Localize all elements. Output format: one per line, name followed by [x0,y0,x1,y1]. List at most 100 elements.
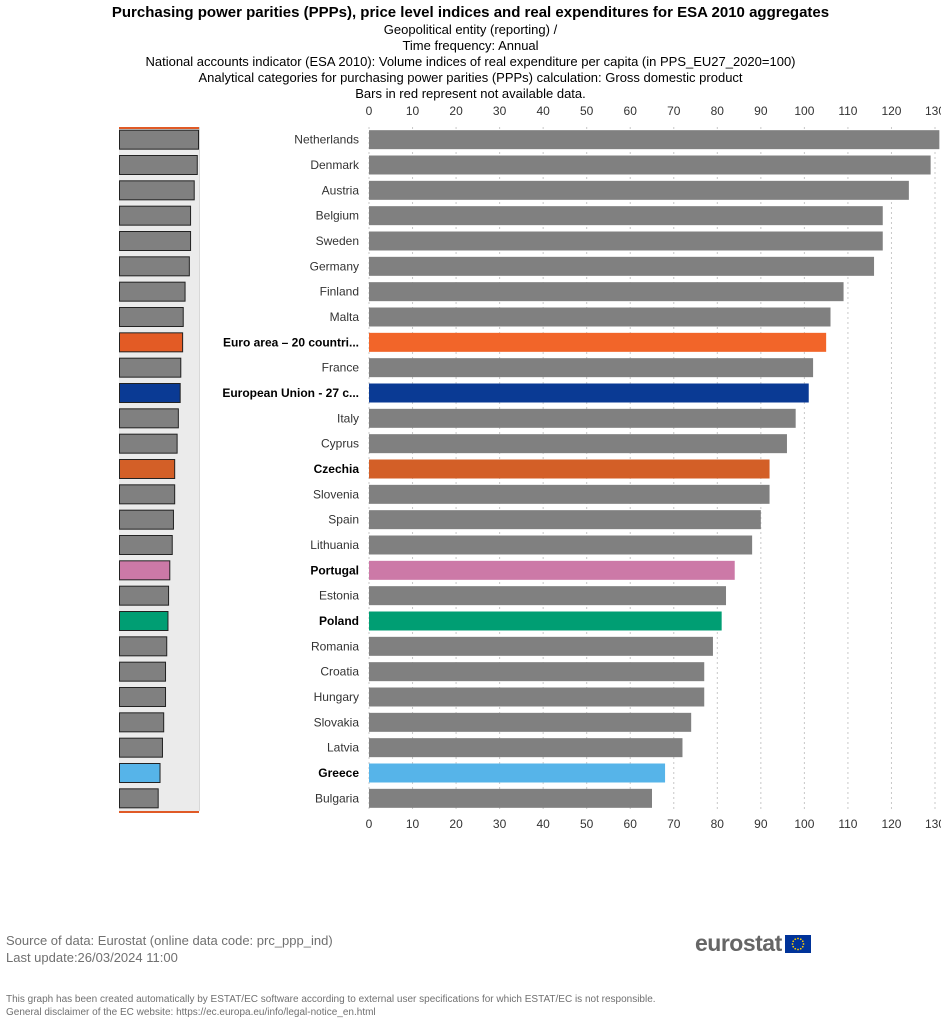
bar-bulgaria [369,788,652,808]
bar-denmark [369,155,931,175]
chart-subtitle-note: Bars in red represent not available data… [355,86,586,101]
x-tick-top-70: 70 [667,104,681,118]
label-spain: Spain [328,513,359,527]
source-note: Source of data: Eurostat (online data co… [6,933,333,948]
bar-portugal [369,560,735,580]
chart-subtitle-indicator: National accounts indicator (ESA 2010): … [145,54,796,69]
overview-bar-romania [119,636,168,657]
label-estonia: Estonia [319,589,359,603]
label-belgium: Belgium [316,209,359,223]
overview-bar-belgium [119,205,192,226]
x-axis-top: 0 10 20 30 40 50 60 70 80 90 100 110 120 130 [366,104,941,118]
bar-euro-area-20-countri [369,332,827,352]
overview-bar-croatia [119,661,167,682]
bar-hungary [369,687,705,707]
label-malta: Malta [330,310,360,324]
bar-malta [369,307,831,327]
x-tick-top-80: 80 [711,104,725,118]
label-hungary: Hungary [314,690,359,704]
label-france: France [322,361,360,375]
label-finland: Finland [320,285,359,299]
bar-netherlands [369,130,940,150]
x-tick-bottom-80: 80 [711,817,725,830]
overview-bar-european-union-27-c [119,383,181,403]
x-tick-bottom-130: 130 [925,817,941,830]
overview-handle-top [119,127,199,129]
bar-belgium [369,206,883,226]
overview-bar-italy [119,408,179,429]
label-bulgaria: Bulgaria [315,791,359,805]
x-tick-top-40: 40 [536,104,550,118]
overview-bar-euro-area-20-countri [119,332,184,353]
bar-romania [369,636,713,656]
bar-cyprus [369,434,787,454]
bar-estonia [369,586,727,606]
overview-bar-france [119,357,182,378]
bar-italy [369,408,796,428]
bar-slovakia [369,712,692,732]
overview-bar-latvia [119,737,163,758]
bar-poland [369,611,722,631]
x-tick-bottom-30: 30 [493,817,507,830]
bar-spain [369,510,761,530]
x-tick-top-50: 50 [580,104,594,118]
x-tick-bottom-110: 110 [838,817,857,830]
x-tick-top-110: 110 [838,104,857,118]
bar-croatia [369,662,705,682]
overview-bar-austria [119,180,195,201]
label-austria: Austria [322,183,360,197]
bar-czechia [369,459,770,479]
x-tick-bottom-50: 50 [580,817,594,830]
label-denmark: Denmark [310,158,360,172]
last-update-note: Last update:26/03/2024 11:00 [6,950,178,965]
bar-finland [369,282,844,302]
x-tick-bottom-90: 90 [754,817,768,830]
overview-bar-finland [119,281,186,302]
x-tick-bottom-70: 70 [667,817,681,830]
disclaimer-software: This graph has been created automaticall… [6,994,656,1005]
eurostat-logo-text: eurostat [695,930,782,956]
bar-latvia [369,738,683,758]
overview-bar-germany [119,256,190,277]
x-tick-top-120: 120 [881,104,901,118]
bar-european-union-27-c [369,383,809,403]
bar-sweden [369,231,883,251]
overview-bar-netherlands [119,129,199,150]
x-tick-top-90: 90 [754,104,768,118]
bar-greece [369,763,666,783]
bar-lithuania [369,535,753,555]
overview-border [199,127,200,811]
label-germany: Germany [310,259,359,273]
bar-slovenia [369,484,770,504]
label-slovenia: Slovenia [313,487,359,501]
overview-navigator[interactable] [119,127,200,813]
x-tick-bottom-100: 100 [794,817,814,830]
overview-bar-slovenia [119,484,176,505]
chart-title: Purchasing power parities (PPPs), price … [111,4,830,21]
label-euro-area-20-countri: Euro area – 20 countri... [223,335,359,349]
label-cyprus: Cyprus [321,437,359,451]
overview-bar-cyprus [119,433,178,454]
label-poland: Poland [319,614,359,628]
chart-subtitle-category: Analytical categories for purchasing pow… [198,70,743,85]
overview-bar-hungary [119,687,167,707]
label-european-union-27-c: European Union - 27 c... [222,386,359,400]
label-slovakia: Slovakia [314,715,360,729]
overview-bar-lithuania [119,535,173,555]
overview-bar-greece [119,763,161,783]
chart-subtitle-frequency: Time frequency: Annual [402,38,539,53]
x-tick-bottom-60: 60 [624,817,638,830]
x-tick-bottom-40: 40 [536,817,550,830]
bar-austria [369,180,909,200]
label-lithuania: Lithuania [310,538,359,552]
x-tick-bottom-120: 120 [881,817,901,830]
label-romania: Romania [311,639,359,653]
label-sweden: Sweden [316,234,359,248]
disclaimer-legal: General disclaimer of the EC website: ht… [6,1007,376,1018]
x-tick-top-60: 60 [624,104,638,118]
x-tick-bottom-0: 0 [366,817,373,830]
overview-bar-denmark [119,155,198,175]
x-tick-top-20: 20 [449,104,463,118]
label-italy: Italy [337,411,359,425]
x-tick-bottom-20: 20 [449,817,463,830]
